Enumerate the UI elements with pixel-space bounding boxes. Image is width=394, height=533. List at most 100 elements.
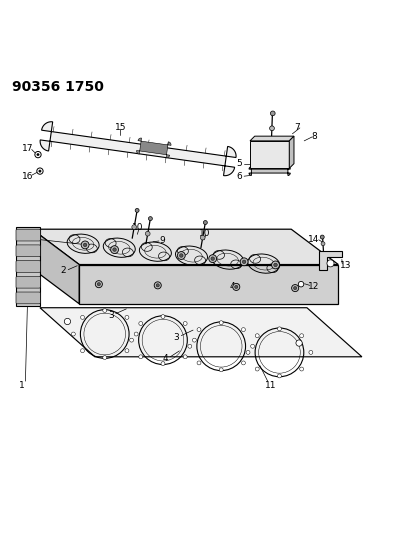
Circle shape	[125, 316, 129, 319]
Text: 9: 9	[160, 237, 165, 246]
Text: 17: 17	[22, 144, 34, 153]
Circle shape	[235, 285, 238, 288]
Circle shape	[103, 309, 107, 312]
Circle shape	[81, 241, 89, 249]
Circle shape	[219, 321, 223, 325]
Circle shape	[134, 332, 138, 336]
Polygon shape	[17, 227, 40, 306]
Polygon shape	[250, 136, 294, 141]
Circle shape	[270, 111, 275, 116]
Text: 90356 1750: 90356 1750	[13, 80, 104, 94]
Circle shape	[277, 327, 281, 331]
Circle shape	[309, 350, 313, 354]
Polygon shape	[250, 141, 289, 168]
Circle shape	[111, 246, 119, 254]
Circle shape	[277, 374, 281, 378]
Circle shape	[80, 316, 84, 319]
Circle shape	[180, 254, 183, 257]
Circle shape	[154, 282, 161, 289]
Polygon shape	[79, 264, 338, 304]
Text: 4: 4	[230, 282, 235, 292]
Circle shape	[219, 368, 223, 372]
Circle shape	[161, 362, 165, 366]
Text: 10: 10	[132, 223, 144, 232]
Circle shape	[209, 255, 217, 263]
Circle shape	[161, 314, 165, 319]
Circle shape	[71, 332, 75, 336]
Circle shape	[135, 208, 139, 212]
Circle shape	[255, 367, 259, 371]
Circle shape	[35, 151, 41, 158]
Polygon shape	[137, 138, 171, 158]
Text: 3: 3	[174, 334, 179, 343]
Circle shape	[188, 344, 192, 348]
FancyBboxPatch shape	[16, 276, 40, 288]
Circle shape	[233, 284, 240, 290]
FancyBboxPatch shape	[16, 261, 40, 272]
Polygon shape	[319, 251, 342, 270]
Polygon shape	[249, 167, 290, 175]
FancyBboxPatch shape	[16, 292, 40, 304]
Circle shape	[298, 281, 304, 287]
Circle shape	[274, 263, 277, 266]
Circle shape	[113, 248, 116, 252]
Circle shape	[156, 284, 159, 287]
Text: 12: 12	[309, 281, 320, 290]
Circle shape	[300, 334, 304, 338]
Circle shape	[125, 349, 129, 353]
Circle shape	[97, 282, 100, 286]
Circle shape	[139, 355, 143, 359]
Text: 14: 14	[309, 235, 320, 244]
Circle shape	[242, 328, 245, 332]
Circle shape	[132, 225, 137, 229]
Circle shape	[246, 350, 250, 354]
Circle shape	[192, 338, 196, 342]
Circle shape	[200, 235, 205, 240]
Circle shape	[80, 349, 84, 353]
Circle shape	[321, 242, 325, 246]
Circle shape	[197, 361, 201, 365]
Circle shape	[294, 287, 297, 289]
Polygon shape	[32, 229, 338, 264]
Circle shape	[320, 235, 324, 239]
Text: 13: 13	[340, 261, 351, 270]
Circle shape	[296, 340, 302, 346]
Circle shape	[197, 328, 201, 332]
Circle shape	[300, 367, 304, 371]
FancyBboxPatch shape	[16, 229, 40, 241]
Text: 6: 6	[236, 172, 242, 181]
Circle shape	[103, 356, 107, 360]
Circle shape	[251, 344, 255, 348]
Circle shape	[177, 252, 185, 260]
Circle shape	[211, 257, 214, 261]
Text: 5: 5	[236, 159, 242, 168]
Circle shape	[37, 168, 43, 174]
Circle shape	[327, 260, 334, 267]
Text: 10: 10	[199, 229, 211, 238]
Text: 2: 2	[61, 266, 66, 275]
Circle shape	[130, 338, 134, 342]
Text: 7: 7	[294, 123, 300, 132]
Polygon shape	[40, 308, 362, 357]
Circle shape	[255, 334, 259, 338]
Circle shape	[95, 281, 102, 288]
Circle shape	[84, 243, 87, 247]
Text: 3: 3	[108, 311, 114, 320]
Text: 11: 11	[265, 381, 277, 390]
Circle shape	[37, 154, 39, 156]
Text: 4: 4	[27, 234, 33, 243]
Text: 15: 15	[115, 123, 126, 132]
Circle shape	[269, 126, 274, 131]
Circle shape	[39, 170, 41, 172]
Circle shape	[242, 260, 246, 263]
Circle shape	[139, 321, 143, 326]
Circle shape	[203, 221, 207, 224]
Circle shape	[64, 318, 71, 325]
Text: 16: 16	[22, 172, 33, 181]
Circle shape	[292, 285, 299, 292]
Text: 4: 4	[163, 354, 168, 364]
Circle shape	[145, 231, 150, 236]
Circle shape	[271, 261, 279, 269]
Circle shape	[183, 355, 187, 359]
Polygon shape	[289, 136, 294, 168]
